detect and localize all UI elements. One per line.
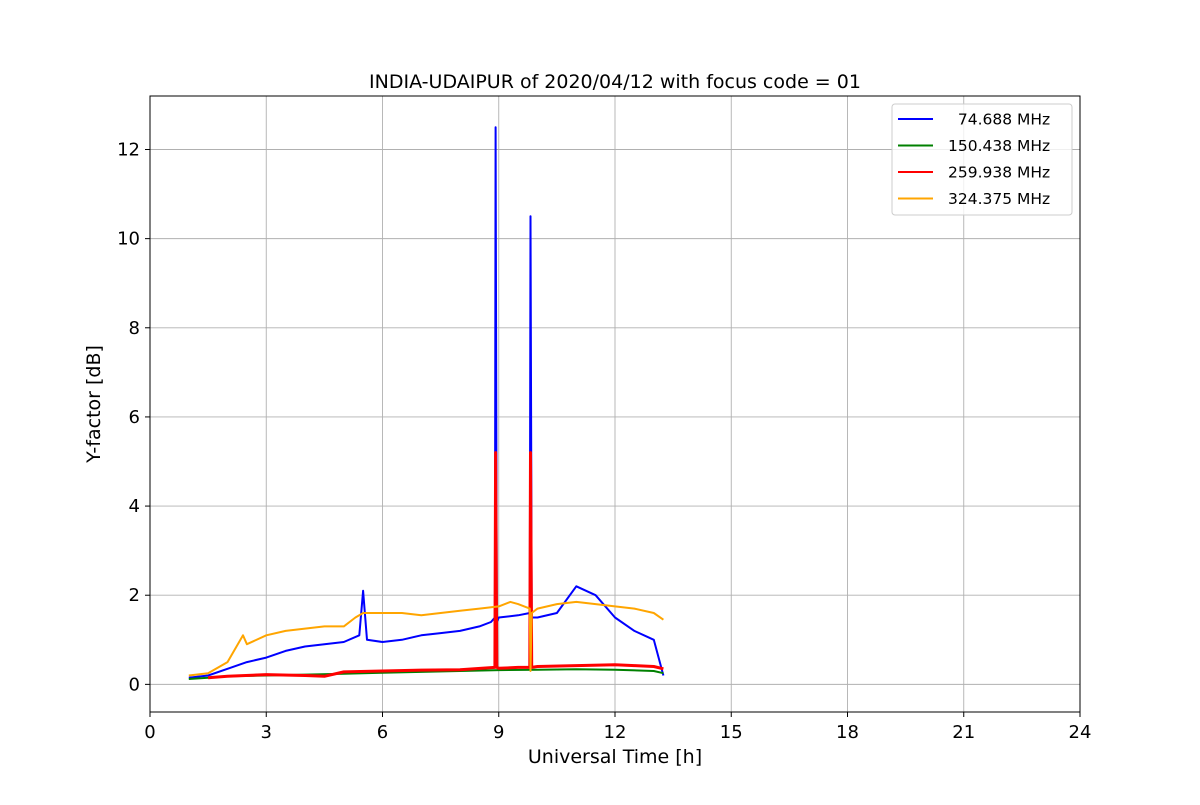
x-tick-label: 6	[377, 722, 388, 743]
legend-label-1: 74.688 MHz	[948, 111, 1050, 129]
legend-box	[891, 103, 1073, 216]
y-axis-label: Y-factor [dB]	[83, 345, 105, 464]
x-tick-label: 24	[1069, 722, 1092, 743]
x-tick-label: 12	[604, 722, 627, 743]
y-tick-label: 4	[129, 496, 140, 517]
chart-title: INDIA-UDAIPUR of 2020/04/12 with focus c…	[369, 71, 861, 93]
legend-label-3: 259.938 MHz	[948, 164, 1050, 182]
y-tick-label: 8	[129, 318, 140, 339]
x-tick-label: 21	[952, 722, 975, 743]
series-line-3	[207, 451, 664, 680]
series-layer	[188, 126, 665, 680]
y-tick-label: 12	[117, 139, 140, 160]
y-tick-label: 2	[129, 585, 140, 606]
y-tick-label: 10	[117, 229, 140, 250]
series-line-4	[188, 600, 664, 677]
legend-label-2: 150.438 MHz	[948, 137, 1050, 155]
x-tick-label: 0	[144, 722, 155, 743]
legend-label-4: 324.375 MHz	[948, 190, 1050, 208]
x-tick-label: 3	[261, 722, 272, 743]
x-tick-label: 9	[493, 722, 504, 743]
y-tick-label: 0	[129, 674, 140, 695]
x-axis-label: Universal Time [h]	[528, 746, 702, 768]
x-tick-label: 18	[836, 722, 859, 743]
legend: 74.688 MHz 150.438 MHz 259.938 MHz 324.375 …	[891, 103, 1073, 216]
y-tick-label: 6	[129, 407, 140, 428]
x-tick-label: 15	[720, 722, 743, 743]
